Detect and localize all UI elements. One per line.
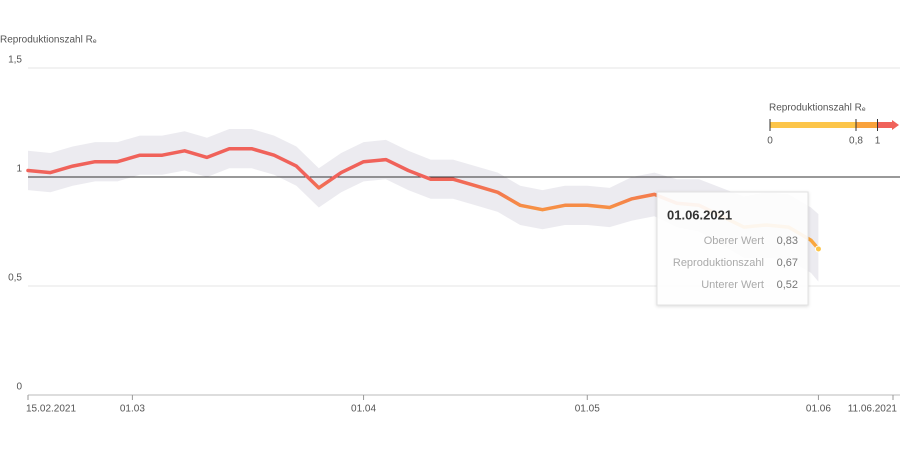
tooltip-label: Unterer Wert	[701, 279, 764, 291]
legend-band	[770, 122, 856, 128]
tooltip-box	[656, 191, 809, 306]
legend-arrow	[892, 120, 899, 130]
confidence-band	[28, 129, 819, 282]
x-tick-label: 15.02.2021	[26, 404, 76, 415]
hover-point	[814, 245, 822, 253]
tooltip: 01.06.2021 Oberer Wert 0,83 Reproduktionsza…	[656, 191, 809, 306]
tooltip-label: Oberer Wert	[704, 235, 764, 247]
legend-title: Reproduktionszahl Rₑ	[769, 103, 866, 114]
y-axis-label: Reproduktionszahl Rₑ	[0, 35, 97, 46]
x-tick-label: 11.06.2021	[848, 404, 898, 415]
x-tick-label: 01.05	[575, 404, 600, 415]
tooltip-title: 01.06.2021	[667, 207, 732, 222]
legend-tick-label: 1	[875, 136, 881, 147]
y-tick-label: 1,5	[8, 55, 22, 66]
x-tick-label: 01.04	[351, 404, 376, 415]
x-tick-label: 01.03	[120, 404, 145, 415]
tooltip-label: Reproduktionszahl	[673, 257, 764, 269]
tooltip-value: 0,52	[777, 279, 798, 291]
legend-band	[877, 122, 892, 128]
y-tick-label: 0	[16, 382, 22, 393]
y-tick-label: 1	[16, 164, 22, 175]
legend-band	[856, 122, 878, 128]
y-tick-label: 0,5	[8, 273, 22, 284]
legend-tick-label: 0	[767, 136, 773, 147]
tooltip-value: 0,83	[777, 235, 798, 247]
tooltip-value: 0,67	[777, 257, 798, 269]
x-tick-label: 01.06	[806, 404, 831, 415]
legend-tick-label: 0,8	[849, 136, 863, 147]
